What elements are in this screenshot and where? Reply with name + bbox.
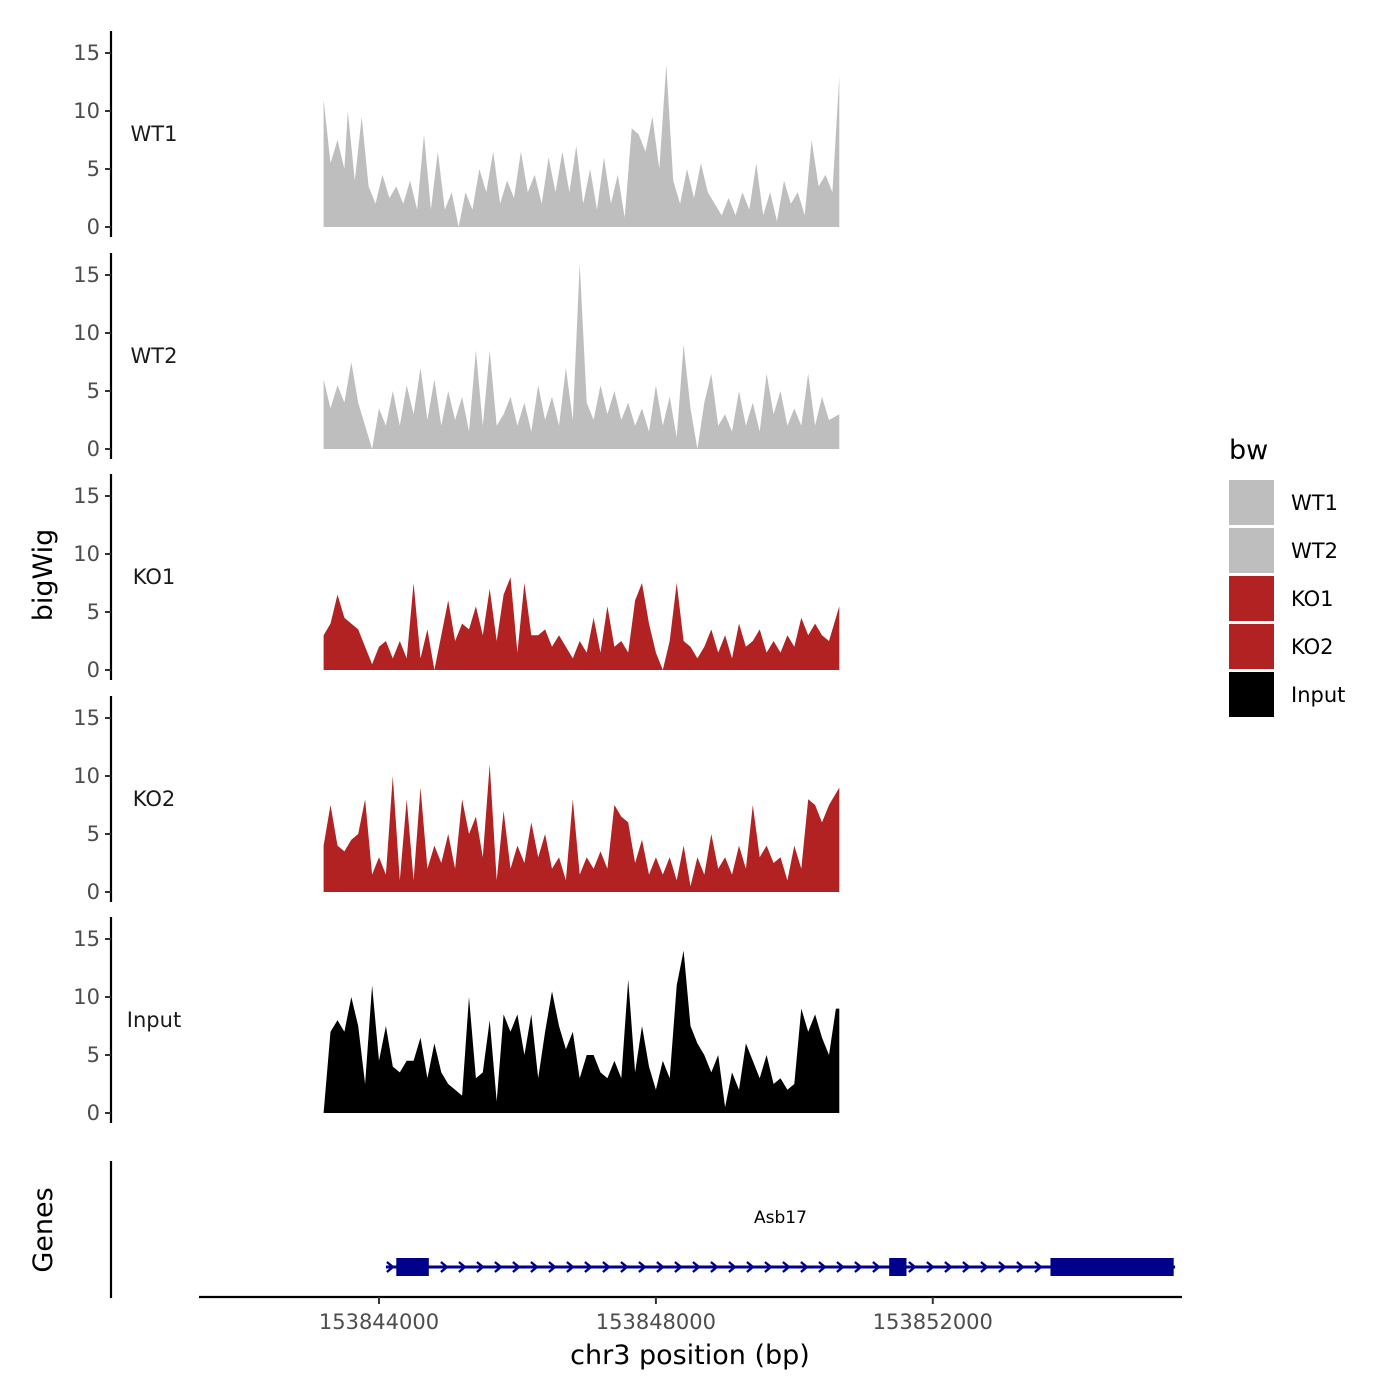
gene-model-asb17: Asb17 — [385, 1208, 1176, 1276]
strand-arrow — [620, 1261, 629, 1273]
legend-label-wt2: WT2 — [1291, 539, 1338, 563]
y-tick-label: 5 — [87, 379, 100, 403]
strand-arrow — [494, 1261, 503, 1273]
y-tick-label: 5 — [87, 1043, 100, 1067]
strand-arrow — [800, 1261, 809, 1273]
strand-arrow — [566, 1261, 575, 1273]
y-tick-label: 10 — [73, 542, 100, 566]
strand-arrow — [440, 1261, 449, 1273]
strand-arrow — [638, 1261, 647, 1273]
track-panel-wt1: 0 5 10 15 WT1 — [73, 31, 840, 239]
legend: bw WT1 WT2 KO1 KO2 Input — [1229, 435, 1345, 717]
y-tick-label: 0 — [87, 658, 100, 682]
strand-arrow — [1034, 1261, 1043, 1273]
track-panel-input: 0 5 10 15 Input — [73, 917, 840, 1125]
strand-arrow — [530, 1261, 539, 1273]
y-axis-title: bigWig — [28, 529, 59, 622]
strand-arrow — [728, 1261, 737, 1273]
bigwig-tracks: 0 5 10 15 WT1 0 5 10 15 WT2 0 5 10 15 KO1 0 5 10 15 KO2 0 5 10… — [73, 31, 840, 1125]
legend-label-wt1: WT1 — [1291, 491, 1338, 515]
strand-arrow — [818, 1261, 827, 1273]
legend-swatch-wt2 — [1229, 528, 1274, 573]
y-tick-label: 15 — [73, 263, 100, 287]
y-tick-label: 10 — [73, 321, 100, 345]
strand-arrow — [1016, 1261, 1025, 1273]
y-tick-label: 10 — [73, 985, 100, 1009]
coverage-area-ko1 — [323, 577, 840, 670]
coverage-area-wt1 — [323, 64, 840, 227]
legend-label-ko1: KO1 — [1291, 587, 1334, 611]
strand-arrow — [692, 1261, 701, 1273]
y-tick-label: 10 — [73, 764, 100, 788]
track-label-ko1: KO1 — [133, 565, 176, 589]
strand-arrow — [836, 1261, 845, 1273]
strand-arrow — [854, 1261, 863, 1273]
gene-exon — [1050, 1258, 1174, 1276]
strand-arrow — [584, 1261, 593, 1273]
track-panel-ko1: 0 5 10 15 KO1 — [73, 474, 840, 682]
y-tick-label: 0 — [87, 880, 100, 904]
strand-arrow — [386, 1261, 395, 1273]
track-panel-ko2: 0 5 10 15 KO2 — [73, 696, 840, 904]
track-label-input: Input — [127, 1008, 181, 1032]
legend-label-ko2: KO2 — [1291, 635, 1334, 659]
strand-arrow — [944, 1261, 953, 1273]
y-tick-label: 5 — [87, 157, 100, 181]
strand-arrow — [998, 1261, 1007, 1273]
strand-arrow — [980, 1261, 989, 1273]
x-tick-label: 153852000 — [873, 1310, 993, 1334]
strand-arrow — [674, 1261, 683, 1273]
gene-exon — [396, 1258, 429, 1276]
gene-exon — [889, 1258, 907, 1276]
coverage-area-input — [323, 950, 840, 1113]
coverage-area-wt2 — [323, 263, 840, 449]
x-tick-label: 153848000 — [596, 1310, 716, 1334]
strand-arrow — [764, 1261, 773, 1273]
gene-panel: Genes Asb17 — [28, 1161, 1176, 1298]
y-tick-label: 15 — [73, 927, 100, 951]
gene-label-asb17: Asb17 — [754, 1208, 807, 1228]
strand-arrow — [548, 1261, 557, 1273]
x-axis-title: chr3 position (bp) — [570, 1340, 810, 1371]
y-tick-label: 15 — [73, 706, 100, 730]
strand-arrow — [512, 1261, 521, 1273]
x-axis: chr3 position (bp) 153844000 153848000 153… — [199, 1295, 1182, 1371]
strand-arrow — [656, 1261, 665, 1273]
y-tick-label: 5 — [87, 822, 100, 846]
track-panel-wt2: 0 5 10 15 WT2 — [73, 253, 840, 461]
strand-arrow — [710, 1261, 719, 1273]
track-label-wt1: WT1 — [131, 122, 178, 146]
strand-arrow — [458, 1261, 467, 1273]
x-tick-label: 153844000 — [319, 1310, 439, 1334]
coverage-area-ko2 — [323, 764, 840, 892]
legend-swatch-wt1 — [1229, 480, 1274, 525]
legend-swatch-ko1 — [1229, 576, 1274, 621]
legend-label-input: Input — [1291, 683, 1345, 707]
strand-arrow — [476, 1261, 485, 1273]
y-tick-label: 5 — [87, 600, 100, 624]
legend-title: bw — [1229, 435, 1268, 466]
strand-arrow — [782, 1261, 791, 1273]
track-label-wt2: WT2 — [131, 344, 178, 368]
strand-arrow — [926, 1261, 935, 1273]
y-tick-label: 15 — [73, 484, 100, 508]
strand-arrow — [602, 1261, 611, 1273]
strand-arrow — [872, 1261, 881, 1273]
legend-swatch-input — [1229, 672, 1274, 717]
y-tick-label: 15 — [73, 41, 100, 65]
legend-swatch-ko2 — [1229, 624, 1274, 669]
track-label-ko2: KO2 — [133, 787, 176, 811]
y-tick-label: 10 — [73, 99, 100, 123]
y-tick-label: 0 — [87, 215, 100, 239]
y-tick-label: 0 — [87, 1101, 100, 1125]
genes-axis-title: Genes — [28, 1187, 59, 1272]
strand-arrow — [746, 1261, 755, 1273]
y-tick-label: 0 — [87, 437, 100, 461]
strand-arrow — [962, 1261, 971, 1273]
strand-arrow — [908, 1261, 917, 1273]
